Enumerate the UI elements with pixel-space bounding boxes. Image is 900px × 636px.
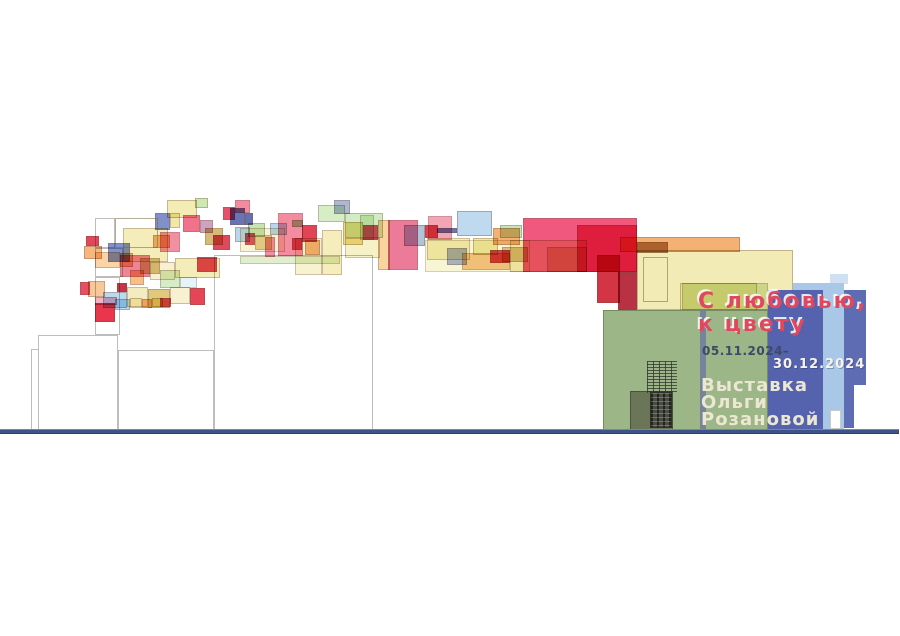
art-block xyxy=(230,208,245,225)
subtitle-line-1: Выставка xyxy=(701,375,808,396)
building-solid xyxy=(830,410,841,429)
building-solid xyxy=(700,310,706,432)
art-block xyxy=(160,298,171,307)
art-block xyxy=(404,225,425,246)
art-block xyxy=(295,238,322,275)
art-block xyxy=(322,230,342,275)
art-block xyxy=(360,215,374,240)
art-block xyxy=(500,225,522,238)
art-block xyxy=(265,237,275,257)
art-block xyxy=(197,257,217,272)
art-block xyxy=(682,283,768,310)
art-block xyxy=(195,198,208,208)
art-block xyxy=(160,232,180,252)
art-block xyxy=(345,238,380,258)
art-block xyxy=(95,303,115,322)
date-start: 05.11.2024– xyxy=(702,344,790,358)
art-block xyxy=(155,213,170,230)
art-block xyxy=(597,255,620,303)
art-block xyxy=(428,216,452,240)
building-outline xyxy=(95,218,115,248)
art-block xyxy=(80,282,90,295)
title-line-2: к цвету xyxy=(698,312,807,337)
building-solid xyxy=(844,290,866,385)
art-block xyxy=(447,248,467,265)
dark-door xyxy=(650,392,672,428)
building-solid xyxy=(830,274,848,284)
ground-line xyxy=(0,429,899,434)
title-line-1: С любовью, xyxy=(698,289,868,314)
art-block xyxy=(183,215,200,232)
art-block xyxy=(130,270,144,285)
art-block xyxy=(117,283,127,292)
art-block xyxy=(142,299,152,308)
art-block xyxy=(292,220,303,227)
art-block xyxy=(618,272,637,310)
building-outline xyxy=(38,335,118,431)
subtitle-line-3: Розановой xyxy=(701,409,820,430)
subtitle-line-2: Ольги xyxy=(701,392,768,413)
building-outline xyxy=(214,255,373,431)
sketch-outline xyxy=(643,257,668,302)
building-solid xyxy=(844,385,854,428)
art-block xyxy=(170,213,180,228)
art-block xyxy=(130,298,142,308)
sketch-outline xyxy=(115,218,158,248)
fire-escape-ladder xyxy=(647,361,677,393)
art-block xyxy=(457,211,492,236)
building-solid xyxy=(768,290,823,432)
art-block xyxy=(190,288,205,305)
art-block xyxy=(245,233,255,245)
art-block xyxy=(170,287,190,304)
art-block xyxy=(86,236,99,246)
art-block xyxy=(180,277,197,288)
date-end: 30.12.2024 xyxy=(773,357,866,372)
art-block xyxy=(334,200,350,214)
art-block xyxy=(213,235,230,250)
building-outline xyxy=(118,350,214,431)
